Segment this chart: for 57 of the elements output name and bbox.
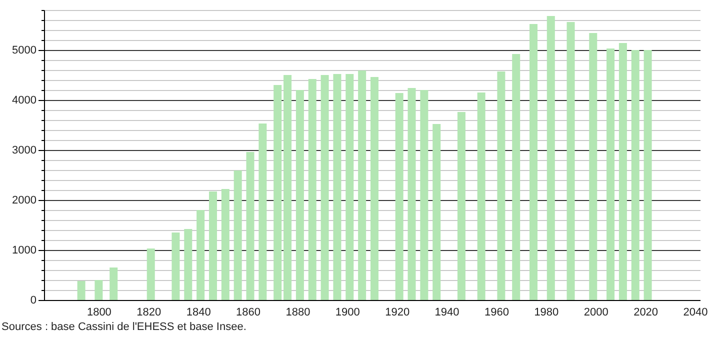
bar [432, 124, 441, 300]
y-tick-label: 0 [30, 294, 36, 306]
bar [333, 74, 342, 300]
bar [196, 210, 205, 300]
x-tick-label: 1920 [385, 306, 410, 318]
x-tick-label: 2040 [683, 306, 708, 318]
x-tick-label: 1900 [335, 306, 360, 318]
bar [457, 112, 466, 300]
bar [172, 232, 180, 300]
bar [234, 170, 242, 300]
bar [284, 75, 292, 300]
bar [320, 75, 329, 300]
bar [94, 280, 103, 300]
bar [530, 24, 538, 300]
bar [589, 33, 598, 300]
bar [146, 248, 155, 300]
x-tick-label: 1800 [86, 306, 112, 318]
x-tick-label: 1960 [484, 306, 509, 318]
bar [110, 268, 118, 300]
bar [477, 92, 486, 300]
bar [618, 43, 627, 300]
bar [258, 124, 267, 300]
y-tick-label: 1000 [12, 244, 36, 256]
y-tick-label: 5000 [12, 44, 36, 56]
bar [420, 90, 428, 300]
x-tick-label: 1820 [136, 306, 162, 318]
bar [274, 85, 282, 300]
bar [497, 72, 506, 300]
y-tick-label: 4000 [12, 94, 36, 106]
bar [77, 281, 86, 300]
y-tick-label: 3000 [12, 144, 36, 156]
bar [296, 90, 304, 300]
bar [408, 88, 416, 300]
x-tick-label: 1840 [186, 306, 211, 318]
bar [308, 79, 316, 300]
bar [358, 70, 366, 300]
x-tick-label: 1980 [534, 306, 559, 318]
bar [184, 229, 192, 300]
x-tick-label: 2020 [634, 306, 658, 318]
source-note: Sources : base Cassini de l'EHESS et base Insee. [2, 321, 246, 333]
x-tick-label: 1860 [236, 306, 261, 318]
bar [246, 152, 254, 300]
x-tick-label: 1880 [286, 306, 310, 318]
bar [512, 54, 520, 300]
x-tick-label: 2000 [584, 306, 608, 318]
x-tick-label: 1940 [434, 306, 460, 318]
bar [208, 192, 217, 300]
bar [631, 50, 640, 300]
bar [566, 22, 575, 300]
bar [395, 93, 404, 300]
bar [606, 48, 615, 300]
bar [370, 77, 378, 300]
bar [546, 16, 555, 300]
bar [221, 189, 230, 300]
bar [346, 74, 354, 300]
y-tick-label: 2000 [12, 194, 36, 206]
bar [644, 50, 652, 300]
